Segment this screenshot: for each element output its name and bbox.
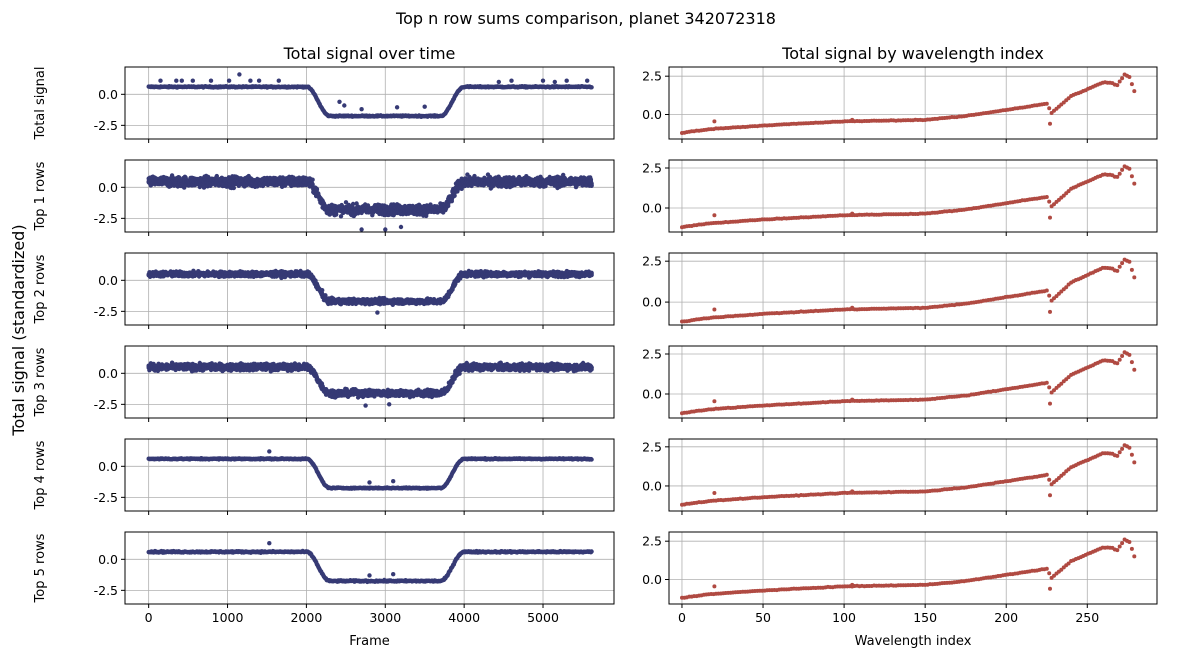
panel-frame [125, 67, 614, 139]
y-tick-label: -2.5 [94, 118, 118, 133]
panel-0-2: 0.0 -2.5 Top 2 rows [33, 253, 614, 329]
row-y-label: Total signal [33, 67, 48, 141]
time-point [589, 177, 593, 181]
outlier-point [237, 72, 241, 76]
column-title-0: Total signal over time [283, 44, 456, 63]
outlier-point [320, 288, 324, 292]
y-tick-label: 0.0 [98, 180, 118, 195]
panel-frame [125, 253, 614, 325]
outlier-point [191, 79, 195, 83]
outlier-point [565, 79, 569, 83]
y-tick-label: -2.5 [94, 304, 118, 319]
outlier-point [359, 227, 363, 231]
outlier-point [174, 79, 178, 83]
outlier-point [497, 80, 501, 84]
row-y-label: Top 1 rows [33, 161, 48, 231]
outlier-point [158, 79, 162, 83]
outlier-point [395, 105, 399, 109]
outlier-point [248, 79, 252, 83]
time-point [589, 272, 593, 276]
outlier-point [337, 100, 341, 104]
y-tick-label: 0.0 [98, 87, 118, 102]
outlier-point [585, 79, 589, 83]
y-tick-label: 0.0 [98, 273, 118, 288]
outlier-point [399, 225, 403, 229]
time-point [450, 199, 454, 203]
outlier-point [541, 79, 545, 83]
outlier-point [359, 107, 363, 111]
time-point [446, 204, 450, 208]
outlier-point [257, 79, 261, 83]
panels: Total signal over time 0.0 -2.5 Total signa… [33, 44, 1157, 649]
outlier-point [423, 105, 427, 109]
panel-0-1: 0.0 -2.5 Top 1 rows [33, 160, 614, 236]
time-point [589, 85, 593, 89]
outlier-point [227, 79, 231, 83]
outlier-point [209, 79, 213, 83]
outlier-point [342, 103, 346, 107]
outlier-point [180, 79, 184, 83]
outlier-point [375, 310, 379, 314]
outlier-point [383, 227, 387, 231]
data-points [147, 361, 594, 408]
figure-y-label: Total signal (standardized) [9, 224, 28, 436]
data-points [147, 72, 594, 119]
y-tick-label: -2.5 [94, 211, 118, 226]
time-point [310, 178, 314, 182]
outlier-point [553, 80, 557, 84]
time-point [589, 181, 593, 185]
data-points [147, 269, 594, 315]
data-points [147, 172, 594, 231]
row-y-label: Top 2 rows [33, 254, 48, 324]
outlier-point [277, 79, 281, 83]
panel-frame [125, 160, 614, 232]
outlier-point [509, 79, 513, 83]
panel-0-0: 0.0 -2.5 Total signal [33, 67, 614, 143]
figure-title: Top n row sums comparison, planet 342072… [395, 9, 776, 28]
